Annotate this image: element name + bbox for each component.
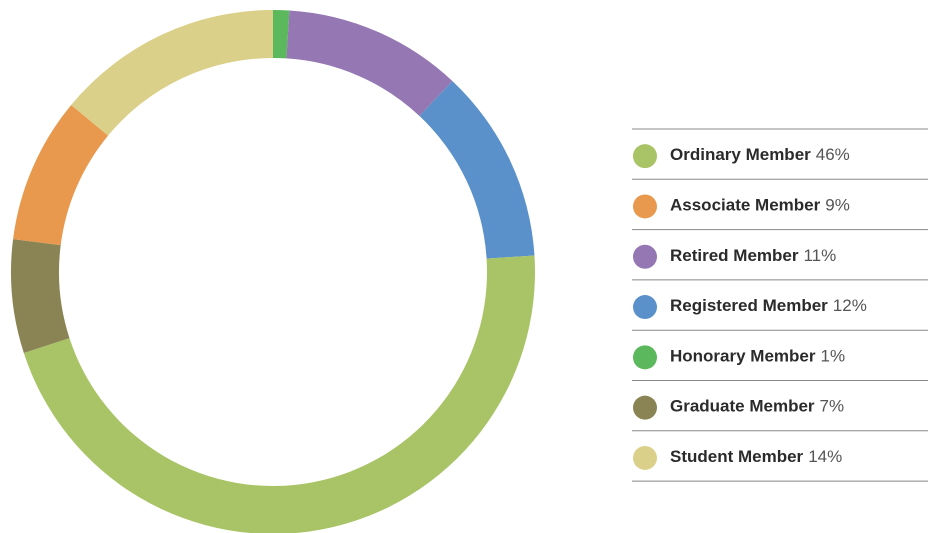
legend-value: 46% bbox=[816, 146, 850, 165]
donut-slice bbox=[13, 104, 109, 246]
legend-swatch bbox=[633, 144, 657, 169]
legend-label: Associate Member 9% bbox=[670, 196, 850, 215]
legend-name: Ordinary Member bbox=[670, 146, 811, 165]
legend-name: Honorary Member bbox=[670, 347, 816, 366]
legend-swatch bbox=[633, 445, 657, 470]
legend-swatch bbox=[633, 295, 657, 320]
legend-name: Retired Member bbox=[670, 246, 799, 265]
donut-slice bbox=[286, 10, 453, 117]
legend-label: Ordinary Member 46% bbox=[670, 146, 850, 165]
legend-value: 11% bbox=[803, 246, 836, 265]
legend-swatch bbox=[633, 244, 657, 269]
legend-label: Student Member 14% bbox=[670, 447, 842, 466]
legend-name: Registered Member bbox=[670, 297, 828, 316]
legend-value: 12% bbox=[833, 297, 867, 316]
legend-value: 9% bbox=[825, 196, 850, 215]
legend-label: Registered Member 12% bbox=[670, 297, 867, 316]
legend-value: 7% bbox=[820, 397, 845, 416]
donut-slice bbox=[419, 81, 535, 259]
legend-swatch bbox=[633, 194, 657, 219]
legend-label: Graduate Member 7% bbox=[670, 397, 844, 416]
legend-name: Student Member bbox=[670, 447, 804, 466]
donut-slice bbox=[273, 10, 290, 59]
donut-slice bbox=[71, 10, 273, 136]
legend-swatch bbox=[633, 345, 657, 370]
legend-label: Retired Member 11% bbox=[670, 246, 836, 265]
legend-label: Honorary Member 1% bbox=[670, 347, 845, 366]
legend-value: 1% bbox=[820, 347, 845, 366]
legend-name: Associate Member bbox=[670, 196, 821, 215]
legend-name: Graduate Member bbox=[670, 397, 815, 416]
legend-swatch bbox=[633, 395, 657, 420]
legend-value: 14% bbox=[808, 447, 842, 466]
donut-slice bbox=[11, 239, 70, 353]
donut-slice bbox=[23, 255, 535, 533]
